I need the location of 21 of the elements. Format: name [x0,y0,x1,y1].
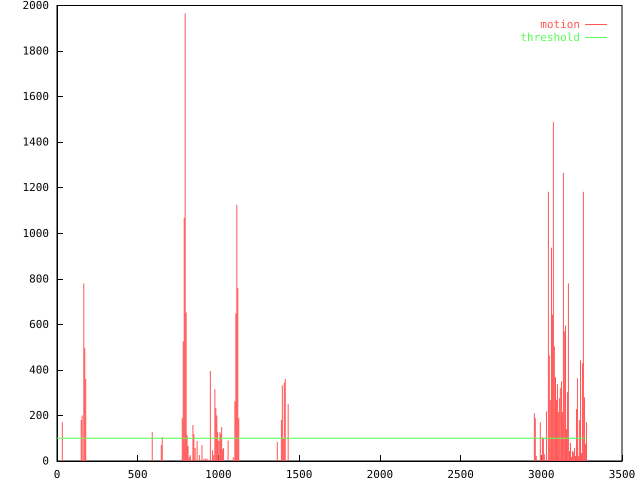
legend-label: motion [540,18,580,31]
y-tick-label: 1200 [22,181,49,194]
y-tick-label: 2000 [22,0,49,12]
y-tick-label: 1600 [22,90,49,104]
y-tick-label: 1800 [22,44,49,58]
y-tick-label: 800 [29,272,49,286]
x-tick-label: 2000 [366,468,394,480]
x-tick-label: 0 [54,468,60,480]
y-tick-label: 1000 [22,226,49,240]
x-tick-label: 3500 [608,468,636,480]
y-tick-label: 0 [42,454,49,468]
y-tick-label: 200 [29,408,49,422]
x-tick-label: 2500 [447,468,474,480]
y-tick-label: 600 [29,318,49,331]
x-tick-label: 1000 [205,468,232,480]
y-tick-label: 1400 [22,136,49,149]
y-tick-label: 400 [29,363,49,376]
x-tick-label: 500 [128,468,148,480]
x-tick-label: 1500 [286,468,312,480]
x-tick-label: 3000 [528,468,555,480]
legend-label: threshold [520,31,580,44]
